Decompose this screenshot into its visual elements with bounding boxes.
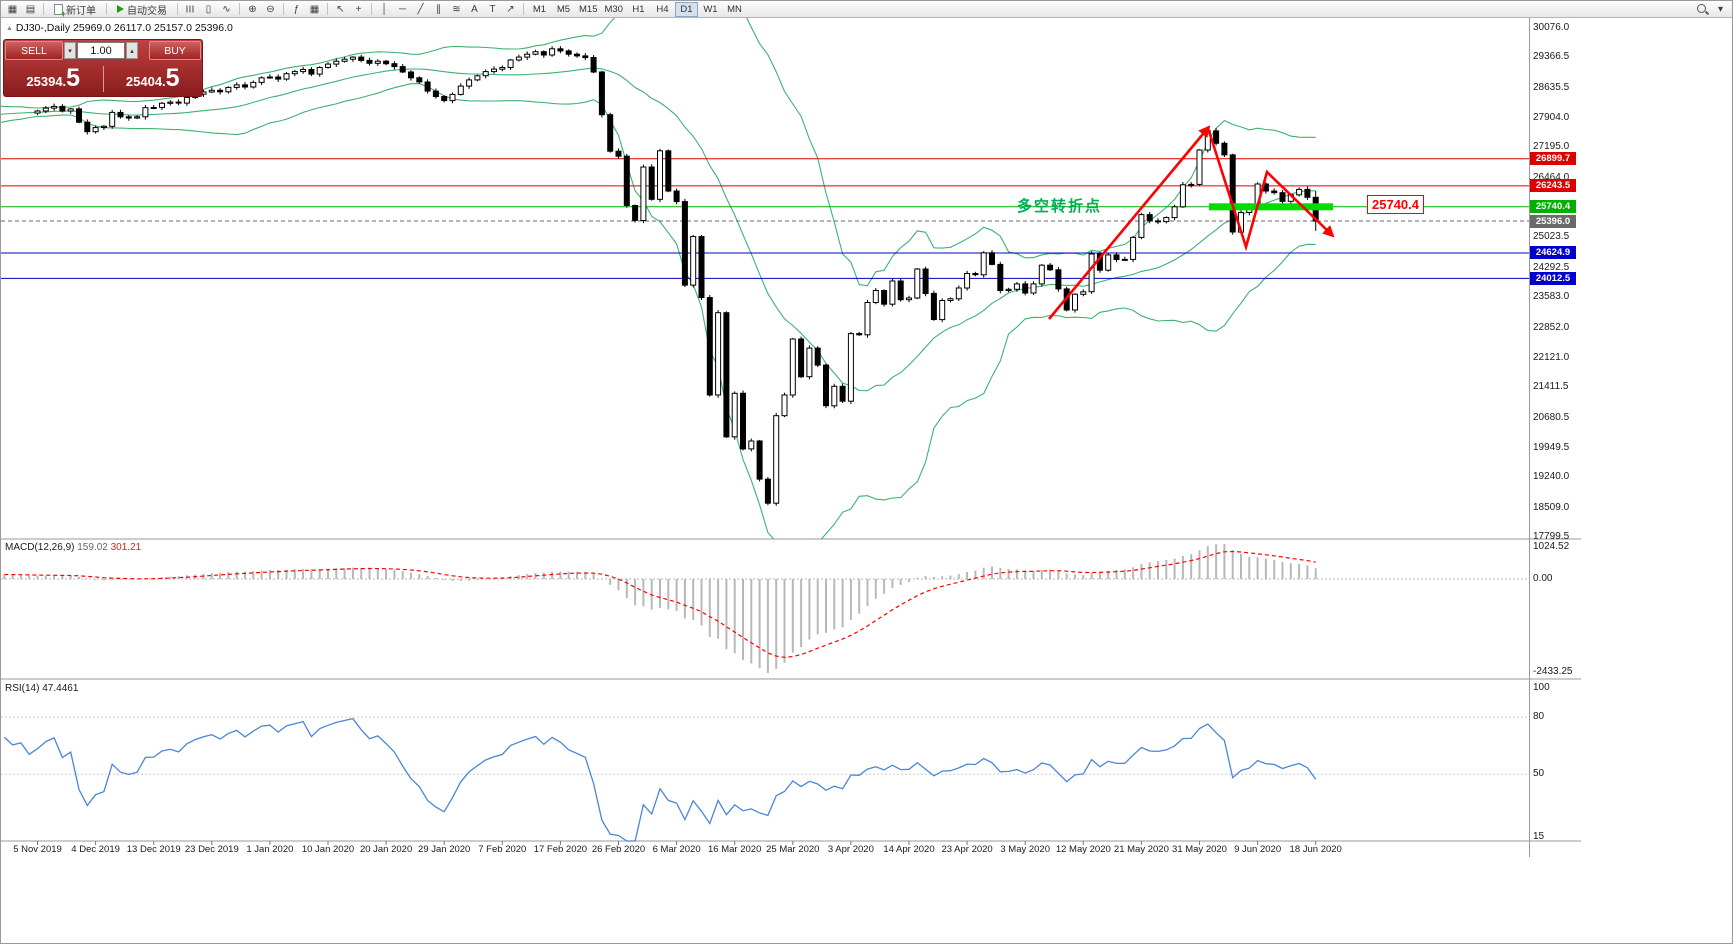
symbol-marker-icon: ▲ — [6, 25, 13, 32]
profiles-icon[interactable]: ▤ — [25, 3, 36, 15]
bar-chart-icon[interactable]: ||| — [186, 5, 195, 13]
pane-separators — [1, 18, 1581, 857]
timeframe-M5[interactable]: M5 — [556, 3, 571, 15]
timeframe-W1[interactable]: W1 — [703, 3, 718, 15]
time-axis-ticks[interactable] — [37, 841, 1317, 845]
bollinger-middle — [1, 67, 1316, 392]
arrow-tool-icon[interactable]: ↗ — [506, 3, 515, 15]
line-chart-icon[interactable]: ∿ — [222, 3, 231, 15]
sell-button[interactable]: SELL — [5, 41, 63, 60]
doc-icon — [54, 3, 66, 19]
new-order-button-label: 新订单 — [66, 5, 96, 17]
toolbar-separator — [327, 3, 328, 15]
channel-icon[interactable]: ∥ — [436, 3, 441, 15]
buy-price-big-digit: 5 — [165, 64, 180, 92]
autotrading-button[interactable]: 自动交易 — [111, 2, 173, 17]
toolbar-separator — [239, 3, 240, 15]
horizontal-line-icon[interactable]: ─ — [398, 3, 407, 15]
new-order-button[interactable]: 新订单 — [48, 2, 102, 19]
new-chart-icon[interactable]: ▦ — [7, 3, 18, 15]
zoom-out-icon[interactable]: ⊖ — [266, 3, 275, 15]
search-icon[interactable] — [1693, 2, 1711, 17]
trend-arrow-zigzag[interactable] — [1206, 127, 1335, 252]
trendline-icon[interactable]: ╱ — [417, 3, 424, 15]
cursor-icon[interactable]: ↖ — [336, 3, 345, 15]
timeframe-D1[interactable]: D1 — [674, 1, 698, 17]
one-click-trade-panel: SELL ▾ ▴ BUY 25394.5 25404.5 — [3, 39, 203, 97]
text-icon[interactable]: A — [471, 3, 478, 15]
dropdown-icon[interactable]: ▾ — [1717, 3, 1724, 15]
trend-arrow-up[interactable] — [1048, 125, 1211, 320]
bollinger-lower — [1, 83, 1316, 539]
timeframe-M30[interactable]: M30 — [604, 3, 623, 15]
timeframe-MN[interactable]: MN — [727, 3, 742, 15]
volume-input[interactable] — [77, 42, 125, 59]
magnifier-glyph — [1696, 3, 1708, 15]
toolbar-separator — [177, 3, 178, 15]
fibonacci-icon[interactable]: ≋ — [452, 3, 461, 15]
trade-panel-controls: SELL ▾ ▴ BUY — [4, 40, 202, 61]
play-icon — [117, 5, 124, 13]
chart-title: ▲ DJ30-,Daily 25969.0 26117.0 25157.0 25… — [6, 22, 233, 34]
rsi-name: RSI(14) — [5, 683, 40, 694]
candlesticks — [34, 46, 1319, 506]
symbol-period-label: DJ30-,Daily — [15, 22, 71, 34]
toolbar-separator — [371, 3, 372, 15]
horizontal-levels — [1, 158, 1529, 279]
ohlc-readout: 25969.0 26117.0 25157.0 25396.0 — [73, 22, 233, 34]
buy-button[interactable]: BUY — [149, 41, 201, 60]
toolbar-separator — [106, 3, 107, 15]
sell-price-main: 25394. — [26, 74, 67, 89]
volume-decrease-button[interactable]: ▾ — [64, 42, 76, 59]
macd-name: MACD(12,26,9) — [5, 542, 75, 553]
macd-value: 159.02 — [77, 542, 108, 553]
macd-signal-value: 301.21 — [110, 542, 142, 553]
timeframe-M1[interactable]: M1 — [532, 3, 547, 15]
toolbar-separator — [283, 3, 284, 15]
rsi-label: RSI(14) 47.4461 — [5, 683, 78, 694]
timeframe-H1[interactable]: H1 — [632, 3, 645, 15]
timeframe-H4[interactable]: H4 — [656, 3, 669, 15]
buy-price[interactable]: 25404. 5 — [104, 66, 203, 91]
timeframe-M15[interactable]: M15 — [579, 3, 598, 15]
toolbar-separator — [523, 3, 524, 15]
sell-price[interactable]: 25394. 5 — [4, 66, 103, 91]
rsi-line — [3, 717, 1317, 842]
macd-histogram — [3, 544, 1317, 673]
volume-increase-button[interactable]: ▴ — [126, 42, 138, 59]
crosshair-icon[interactable]: + — [355, 3, 362, 15]
zoom-in-icon[interactable]: ⊕ — [248, 3, 257, 15]
turning-point-label[interactable]: 多空转折点 — [1017, 198, 1103, 215]
label-icon[interactable]: T — [489, 3, 496, 15]
sell-price-big-digit: 5 — [66, 64, 81, 92]
autotrading-button-label: 自动交易 — [127, 5, 167, 17]
vertical-line-icon[interactable]: │ — [381, 3, 388, 15]
tile-windows-icon[interactable]: ▦ — [309, 3, 320, 15]
indicators-icon[interactable]: ƒ — [293, 3, 300, 15]
candlestick-chart-icon[interactable]: ▯ — [205, 3, 212, 15]
turning-point-highlight[interactable] — [1209, 203, 1333, 211]
toolbar: ▦ ▤ 新订单 自动交易 ||| ▯ ∿ ⊕ ⊖ ƒ ▦ ↖ + │ ─ ╱ ∥ ≋ AT ↗ M1 M5 M15 M30 H1… — [1, 1, 1732, 19]
macd-label: MACD(12,26,9) 159.02 301.21 — [5, 542, 141, 553]
price-divider — [102, 65, 104, 92]
toolbar-separator — [43, 3, 44, 15]
price-callout[interactable]: 25740.4 — [1367, 195, 1424, 214]
rsi-value: 47.4461 — [42, 683, 79, 694]
macd-signal-line — [4, 550, 1316, 659]
buy-price-main: 25404. — [125, 74, 166, 89]
trade-panel-prices: 25394. 5 25404. 5 — [4, 61, 202, 96]
